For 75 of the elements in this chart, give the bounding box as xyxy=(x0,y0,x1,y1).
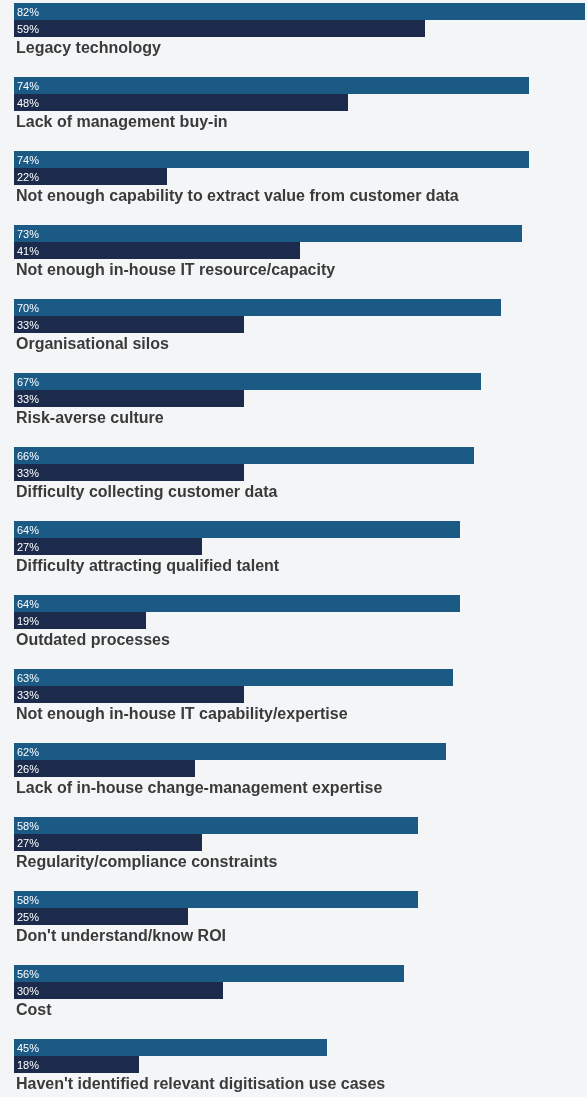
bar xyxy=(14,299,501,316)
y-tick-label: Don't understand/know ROI xyxy=(16,927,227,944)
bar xyxy=(14,669,453,686)
bar xyxy=(14,168,167,185)
data-label: 18% xyxy=(17,1058,40,1071)
data-label: 56% xyxy=(17,967,40,980)
bar xyxy=(14,743,446,760)
bar xyxy=(14,686,244,703)
data-label: 27% xyxy=(17,836,40,849)
bar xyxy=(14,521,460,538)
bar xyxy=(14,373,481,390)
data-label: 58% xyxy=(17,819,40,832)
data-label: 67% xyxy=(17,375,40,388)
data-label: 74% xyxy=(17,153,40,166)
bar xyxy=(14,3,585,20)
data-label: 63% xyxy=(17,671,40,684)
data-label: 26% xyxy=(17,762,40,775)
y-tick-label: Organisational silos xyxy=(16,335,170,352)
y-tick-label: Haven't identified relevant digitisation use cases xyxy=(16,1075,386,1092)
data-label: 27% xyxy=(17,540,40,553)
bar xyxy=(14,817,418,834)
bar xyxy=(14,316,244,333)
data-label: 48% xyxy=(17,96,40,109)
data-label: 33% xyxy=(17,318,40,331)
data-label: 59% xyxy=(17,22,40,35)
y-tick-label: Legacy technology xyxy=(16,39,162,56)
data-label: 33% xyxy=(17,688,40,701)
data-label: 70% xyxy=(17,301,40,314)
y-tick-label: Not enough in-house IT resource/capacity xyxy=(16,261,336,278)
data-label: 82% xyxy=(17,5,40,18)
bar xyxy=(14,1056,139,1073)
data-label: 22% xyxy=(17,170,40,183)
data-label: 73% xyxy=(17,227,40,240)
bar xyxy=(14,225,522,242)
bar xyxy=(14,77,529,94)
data-label: 74% xyxy=(17,79,40,92)
bar xyxy=(14,965,404,982)
y-tick-label: Not enough in-house IT capability/expertise xyxy=(16,705,348,722)
data-label: 33% xyxy=(17,466,40,479)
y-tick-label: Outdated processes xyxy=(16,631,170,648)
bar xyxy=(14,390,244,407)
data-label: 33% xyxy=(17,392,40,405)
data-label: 64% xyxy=(17,523,40,536)
data-label: 41% xyxy=(17,244,40,257)
data-label: 58% xyxy=(17,893,40,906)
bar xyxy=(14,891,418,908)
bar xyxy=(14,1039,327,1056)
data-label: 45% xyxy=(17,1041,40,1054)
bar xyxy=(14,151,529,168)
bar xyxy=(14,982,223,999)
y-tick-label: Lack of in-house change-management expertise xyxy=(16,779,383,796)
bar xyxy=(14,834,202,851)
bar xyxy=(14,94,348,111)
y-tick-label: Lack of management buy-in xyxy=(16,113,228,130)
data-label: 64% xyxy=(17,597,40,610)
bar xyxy=(14,447,474,464)
bar xyxy=(14,595,460,612)
y-tick-label: Risk-averse culture xyxy=(16,409,164,426)
bar xyxy=(14,760,195,777)
bar xyxy=(14,242,300,259)
data-label: 62% xyxy=(17,745,40,758)
data-label: 19% xyxy=(17,614,40,627)
y-tick-label: Cost xyxy=(16,1001,53,1018)
bar xyxy=(14,464,244,481)
y-tick-label: Difficulty collecting customer data xyxy=(16,483,278,500)
data-label: 66% xyxy=(17,449,40,462)
bar xyxy=(14,20,425,37)
bar xyxy=(14,908,188,925)
data-label: 30% xyxy=(17,984,40,997)
y-tick-label: Regularity/compliance constraints xyxy=(16,853,278,870)
y-tick-label: Difficulty attracting qualified talent xyxy=(16,557,280,574)
bar xyxy=(14,612,146,629)
y-tick-label: Not enough capability to extract value from customer data xyxy=(16,187,459,204)
bar xyxy=(14,538,202,555)
data-label: 25% xyxy=(17,910,40,923)
